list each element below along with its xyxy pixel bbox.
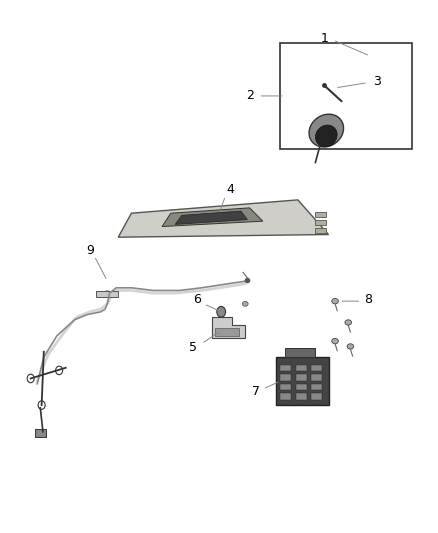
Text: 5: 5 bbox=[189, 341, 197, 354]
Ellipse shape bbox=[366, 46, 396, 71]
Circle shape bbox=[56, 366, 63, 375]
Bar bbox=[296, 365, 307, 371]
Ellipse shape bbox=[103, 291, 111, 297]
Text: 3: 3 bbox=[373, 75, 381, 88]
Ellipse shape bbox=[332, 338, 338, 344]
Ellipse shape bbox=[243, 302, 248, 306]
Bar bbox=[280, 43, 412, 149]
Bar bbox=[296, 374, 307, 381]
Ellipse shape bbox=[345, 320, 352, 325]
Ellipse shape bbox=[376, 52, 391, 66]
Ellipse shape bbox=[347, 344, 354, 349]
Circle shape bbox=[27, 374, 34, 383]
Bar bbox=[311, 384, 322, 390]
Bar bbox=[311, 374, 322, 381]
Bar bbox=[315, 212, 326, 217]
Text: 4: 4 bbox=[226, 183, 234, 196]
Ellipse shape bbox=[309, 114, 343, 147]
Circle shape bbox=[217, 306, 226, 317]
Text: 2: 2 bbox=[246, 90, 254, 102]
Polygon shape bbox=[175, 211, 247, 224]
Bar bbox=[280, 384, 291, 390]
Polygon shape bbox=[212, 317, 245, 338]
Polygon shape bbox=[118, 200, 328, 237]
Bar bbox=[311, 393, 322, 400]
Bar bbox=[35, 429, 46, 437]
Polygon shape bbox=[162, 208, 263, 227]
Bar bbox=[311, 365, 322, 371]
Circle shape bbox=[38, 401, 45, 409]
Text: 8: 8 bbox=[364, 293, 372, 306]
Bar bbox=[315, 228, 326, 233]
Bar bbox=[296, 393, 307, 400]
Bar bbox=[280, 393, 291, 400]
Text: 1: 1 bbox=[320, 33, 328, 45]
Bar bbox=[315, 220, 326, 225]
Bar bbox=[285, 348, 315, 357]
Bar bbox=[276, 357, 328, 405]
Text: 7: 7 bbox=[252, 385, 260, 398]
Text: 9: 9 bbox=[86, 244, 94, 257]
Bar bbox=[215, 328, 239, 336]
Ellipse shape bbox=[315, 125, 337, 147]
Bar bbox=[280, 365, 291, 371]
Bar bbox=[280, 374, 291, 381]
Bar bbox=[96, 291, 118, 297]
Text: 6: 6 bbox=[193, 293, 201, 306]
Ellipse shape bbox=[332, 298, 338, 304]
Bar bbox=[296, 384, 307, 390]
